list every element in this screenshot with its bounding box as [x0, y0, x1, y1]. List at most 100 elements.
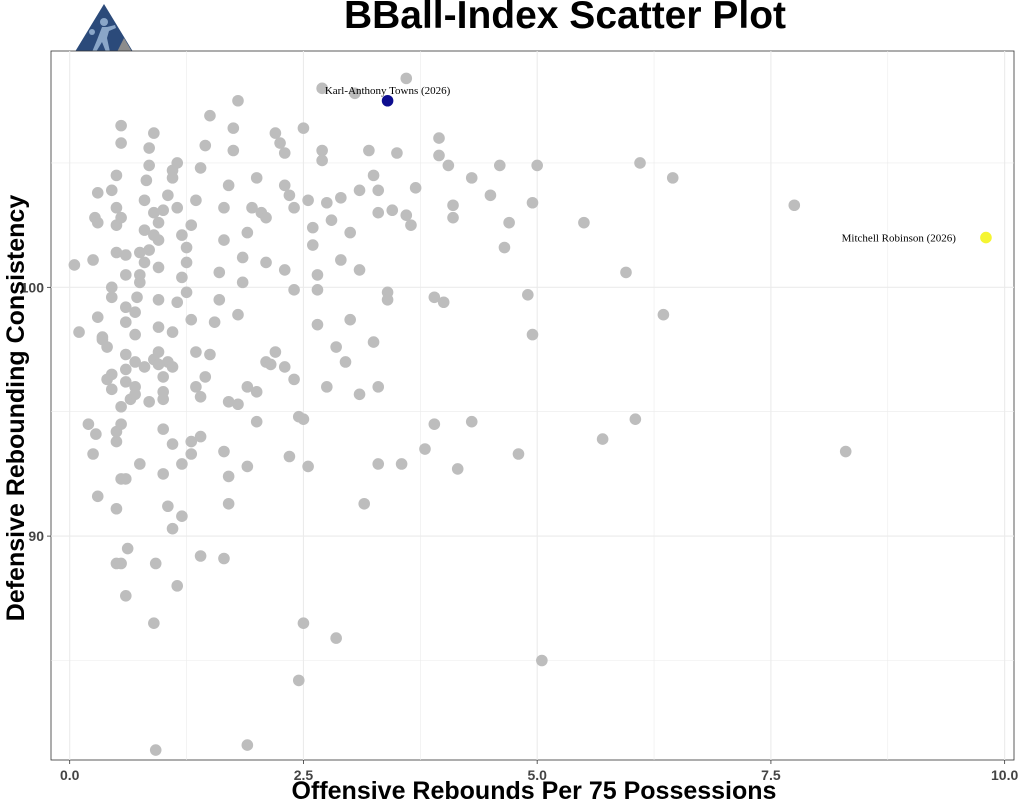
annotations: Karl-Anthony Towns (2026) Mitchell Robins… — [325, 85, 956, 245]
data-point — [419, 443, 431, 455]
data-point — [405, 219, 417, 231]
data-point — [166, 172, 179, 184]
data-point — [657, 308, 670, 321]
data-point — [218, 201, 230, 214]
data-point — [194, 390, 207, 403]
data-point — [250, 172, 263, 184]
data-point — [344, 226, 356, 239]
data-point — [185, 448, 198, 460]
data-point — [428, 291, 441, 304]
data-point — [409, 182, 422, 194]
data-point — [260, 211, 272, 224]
data-point — [246, 201, 258, 214]
data-point — [162, 189, 174, 202]
data-point — [171, 580, 184, 592]
data-point — [180, 286, 193, 299]
x-axis-title: Offensive Rebounds Per 75 Possessions — [292, 777, 777, 804]
data-point — [143, 244, 155, 256]
data-point — [531, 159, 543, 172]
data-point — [218, 552, 230, 565]
data-point — [115, 557, 127, 570]
data-point — [138, 194, 151, 207]
data-point — [335, 254, 347, 266]
data-point — [140, 174, 153, 187]
data-point — [157, 468, 169, 480]
data-point — [143, 159, 155, 172]
data-point — [119, 363, 132, 376]
data-point — [428, 418, 441, 430]
data-point — [134, 246, 146, 259]
data-point — [400, 72, 413, 85]
data-point — [222, 497, 235, 510]
x-tick-label: 10.0 — [991, 767, 1018, 783]
data-point — [119, 473, 132, 485]
data-point — [152, 358, 165, 371]
data-point — [152, 321, 165, 333]
data-point — [353, 184, 366, 197]
data-point — [306, 239, 319, 251]
data-point — [465, 415, 478, 428]
data-point — [321, 196, 333, 209]
data-point — [381, 293, 394, 306]
data-point — [87, 448, 99, 460]
grid-lines — [51, 51, 1014, 760]
data-point — [218, 234, 230, 246]
data-point — [578, 216, 590, 229]
data-point — [395, 458, 408, 470]
data-point — [503, 216, 515, 229]
data-point — [148, 127, 160, 139]
data-point — [148, 206, 160, 219]
highlight-label: Mitchell Robinson (2026) — [842, 233, 957, 245]
data-point — [447, 199, 459, 212]
data-point — [157, 423, 169, 435]
data-point — [190, 346, 202, 358]
data-point — [110, 201, 123, 214]
data-point — [292, 674, 305, 687]
data-point — [166, 326, 179, 338]
data-point — [115, 211, 127, 224]
data-point — [134, 458, 146, 470]
data-point — [213, 293, 226, 306]
data-point — [321, 381, 333, 393]
data-point — [498, 241, 511, 254]
x-tick-label: 2.5 — [294, 767, 314, 783]
data-point — [87, 254, 99, 266]
data-point — [788, 199, 801, 212]
data-point — [620, 266, 632, 279]
data-point — [302, 460, 314, 473]
data-point — [115, 137, 127, 149]
data-point — [218, 445, 230, 458]
data-point — [194, 162, 207, 174]
data-point — [110, 435, 123, 448]
y-tick-label: 90 — [28, 528, 44, 544]
data-point — [152, 261, 165, 274]
data-point — [73, 326, 85, 338]
data-point — [232, 398, 244, 411]
data-point — [176, 271, 188, 284]
logo-ball-icon — [89, 29, 95, 35]
data-point — [129, 388, 141, 401]
data-point — [367, 169, 380, 182]
data-point — [241, 460, 254, 473]
data-point — [148, 617, 160, 629]
data-point — [297, 122, 310, 134]
data-point — [185, 219, 198, 231]
data-point — [68, 259, 81, 271]
data-point — [433, 149, 445, 162]
data-point — [185, 313, 198, 326]
data-point — [204, 348, 216, 361]
data-point — [391, 147, 403, 159]
y-axis-title: Defensive Rebounding Consistency — [2, 195, 30, 622]
data-point — [138, 361, 151, 373]
data-point — [190, 194, 202, 207]
data-point — [465, 172, 478, 184]
data-point — [484, 189, 497, 202]
data-point — [143, 142, 155, 154]
data-point — [134, 269, 146, 281]
data-points — [68, 72, 992, 756]
data-point — [629, 413, 642, 425]
data-point — [442, 159, 455, 172]
data-point — [349, 87, 361, 100]
data-point — [241, 739, 254, 751]
